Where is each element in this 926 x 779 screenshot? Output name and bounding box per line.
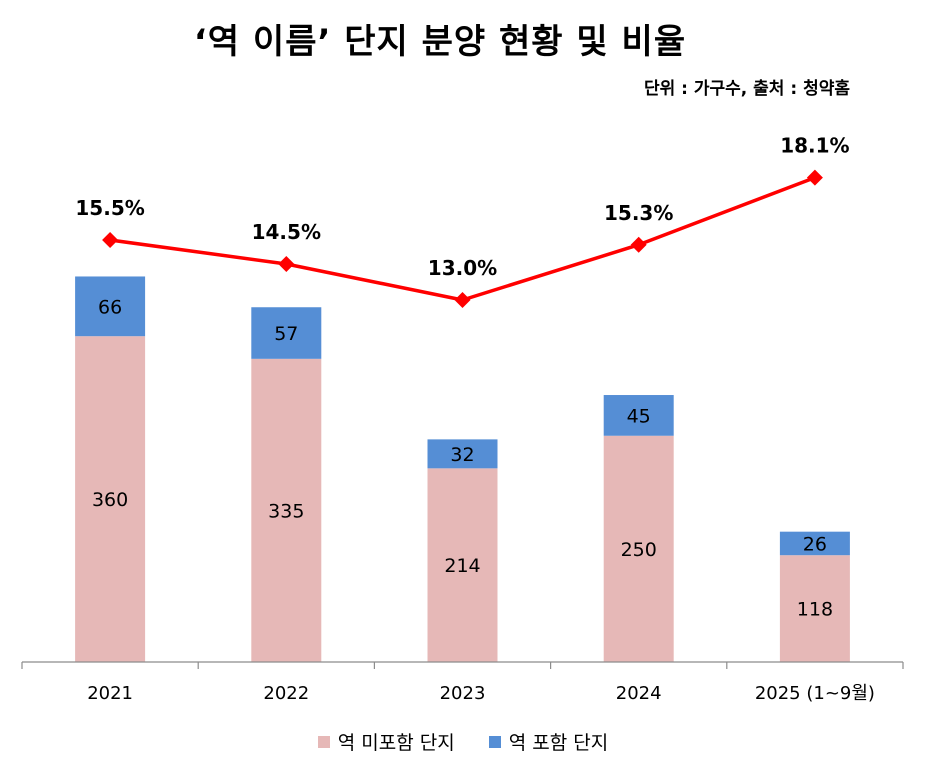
bar-excluded-2021 (75, 336, 146, 662)
data-label-included: 26 (803, 533, 827, 555)
ratio-line (109, 175, 816, 302)
ratio-label: 15.5% (75, 196, 144, 220)
bar-included-2021 (75, 276, 146, 337)
bar-excluded-2022 (251, 358, 322, 662)
legend-label-included: 역 포함 단지 (508, 732, 609, 754)
ratio-label: 18.1% (780, 134, 849, 158)
data-label-excluded: 118 (797, 599, 833, 621)
data-label-included: 57 (274, 323, 298, 345)
data-label-included: 32 (450, 444, 474, 466)
legend-swatch-included (488, 735, 501, 748)
bar-included-2023 (427, 439, 498, 469)
ratio-label: 15.3% (604, 201, 673, 225)
data-label-excluded: 360 (92, 489, 128, 511)
ratio-marker (454, 292, 471, 308)
chart-subtitle: 단위 : 가구수, 출처 : 청약홈 (643, 79, 850, 99)
bar-included-2025 (779, 531, 850, 556)
x-tick-label: 2021 (87, 683, 133, 704)
ratio-label: 14.5% (252, 220, 321, 244)
bar-excluded-2023 (427, 468, 498, 662)
legend-label-excluded: 역 미포함 단지 (337, 732, 455, 754)
ratio-marker (806, 169, 823, 186)
data-label-included: 66 (98, 296, 122, 318)
data-label-excluded: 335 (268, 500, 304, 522)
bar-excluded-2025 (779, 555, 850, 662)
legend-item-excluded: 역 미포함 단지 (317, 728, 455, 755)
ratio-marker (102, 232, 119, 248)
bar-included-2022 (251, 307, 322, 359)
chart-title: ‘역 이름’ 단지 분양 현황 및 비율 (193, 22, 687, 62)
legend: 역 미포함 단지 역 포함 단지 (0, 728, 926, 755)
bar-included-2024 (603, 395, 674, 436)
legend-item-included: 역 포함 단지 (488, 728, 609, 755)
data-label-included: 45 (627, 405, 651, 427)
x-tick-label: 2023 (440, 683, 486, 704)
x-tick-label: 2025 (1~9월) (755, 683, 875, 704)
legend-swatch-excluded (317, 735, 330, 748)
ratio-marker (630, 236, 647, 253)
bar-excluded-2024 (603, 435, 674, 662)
x-tick-label: 2022 (263, 683, 309, 704)
data-label-excluded: 214 (444, 555, 480, 577)
x-tick-label: 2024 (616, 683, 662, 704)
ratio-label: 13.0% (428, 256, 497, 280)
ratio-marker (278, 256, 295, 272)
data-label-excluded: 250 (621, 539, 657, 561)
